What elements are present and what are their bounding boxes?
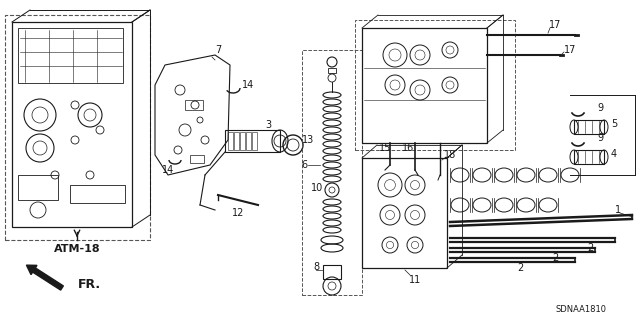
Bar (18, 28, 123, 83)
Text: 17: 17 (549, 20, 561, 30)
Bar (355, 20, 515, 150)
Text: 5: 5 (611, 119, 617, 129)
Text: 17: 17 (564, 45, 576, 55)
Bar (574, 150, 604, 164)
Text: ATM-18: ATM-18 (54, 244, 100, 254)
Text: 11: 11 (409, 275, 421, 285)
Bar (574, 120, 604, 134)
Bar (246, 132, 251, 150)
Bar (240, 132, 245, 150)
Text: 2: 2 (587, 243, 593, 253)
Bar (70, 185, 125, 203)
Text: 14: 14 (242, 80, 254, 90)
Text: 2: 2 (517, 263, 523, 273)
Bar (12, 22, 132, 227)
Bar (328, 68, 336, 73)
Bar (228, 132, 233, 150)
Bar (362, 158, 447, 268)
Text: 9: 9 (597, 103, 603, 113)
Text: 8: 8 (313, 262, 319, 272)
Text: SDNAA1810: SDNAA1810 (555, 306, 606, 315)
Bar (302, 50, 362, 295)
Text: 1: 1 (615, 205, 621, 215)
Text: 3: 3 (265, 120, 271, 130)
Text: 12: 12 (232, 208, 244, 218)
Text: 6: 6 (301, 160, 307, 170)
Text: 16: 16 (402, 143, 414, 153)
Text: 9: 9 (597, 133, 603, 143)
Bar (225, 130, 280, 152)
Text: 2: 2 (552, 253, 558, 263)
Text: 4: 4 (611, 149, 617, 159)
Bar (185, 100, 203, 110)
Text: 7: 7 (215, 45, 221, 55)
Text: 14: 14 (162, 165, 174, 175)
Bar (18, 175, 58, 200)
Bar (5, 15, 150, 240)
Text: FR.: FR. (78, 278, 101, 292)
Text: 15: 15 (379, 143, 391, 153)
Bar (252, 132, 257, 150)
Bar (234, 132, 239, 150)
Text: 13: 13 (302, 135, 314, 145)
Text: 10: 10 (311, 183, 323, 193)
FancyArrow shape (26, 265, 63, 290)
Bar (362, 28, 487, 143)
Text: 18: 18 (444, 150, 456, 160)
Bar (190, 155, 204, 163)
Bar (323, 265, 341, 279)
